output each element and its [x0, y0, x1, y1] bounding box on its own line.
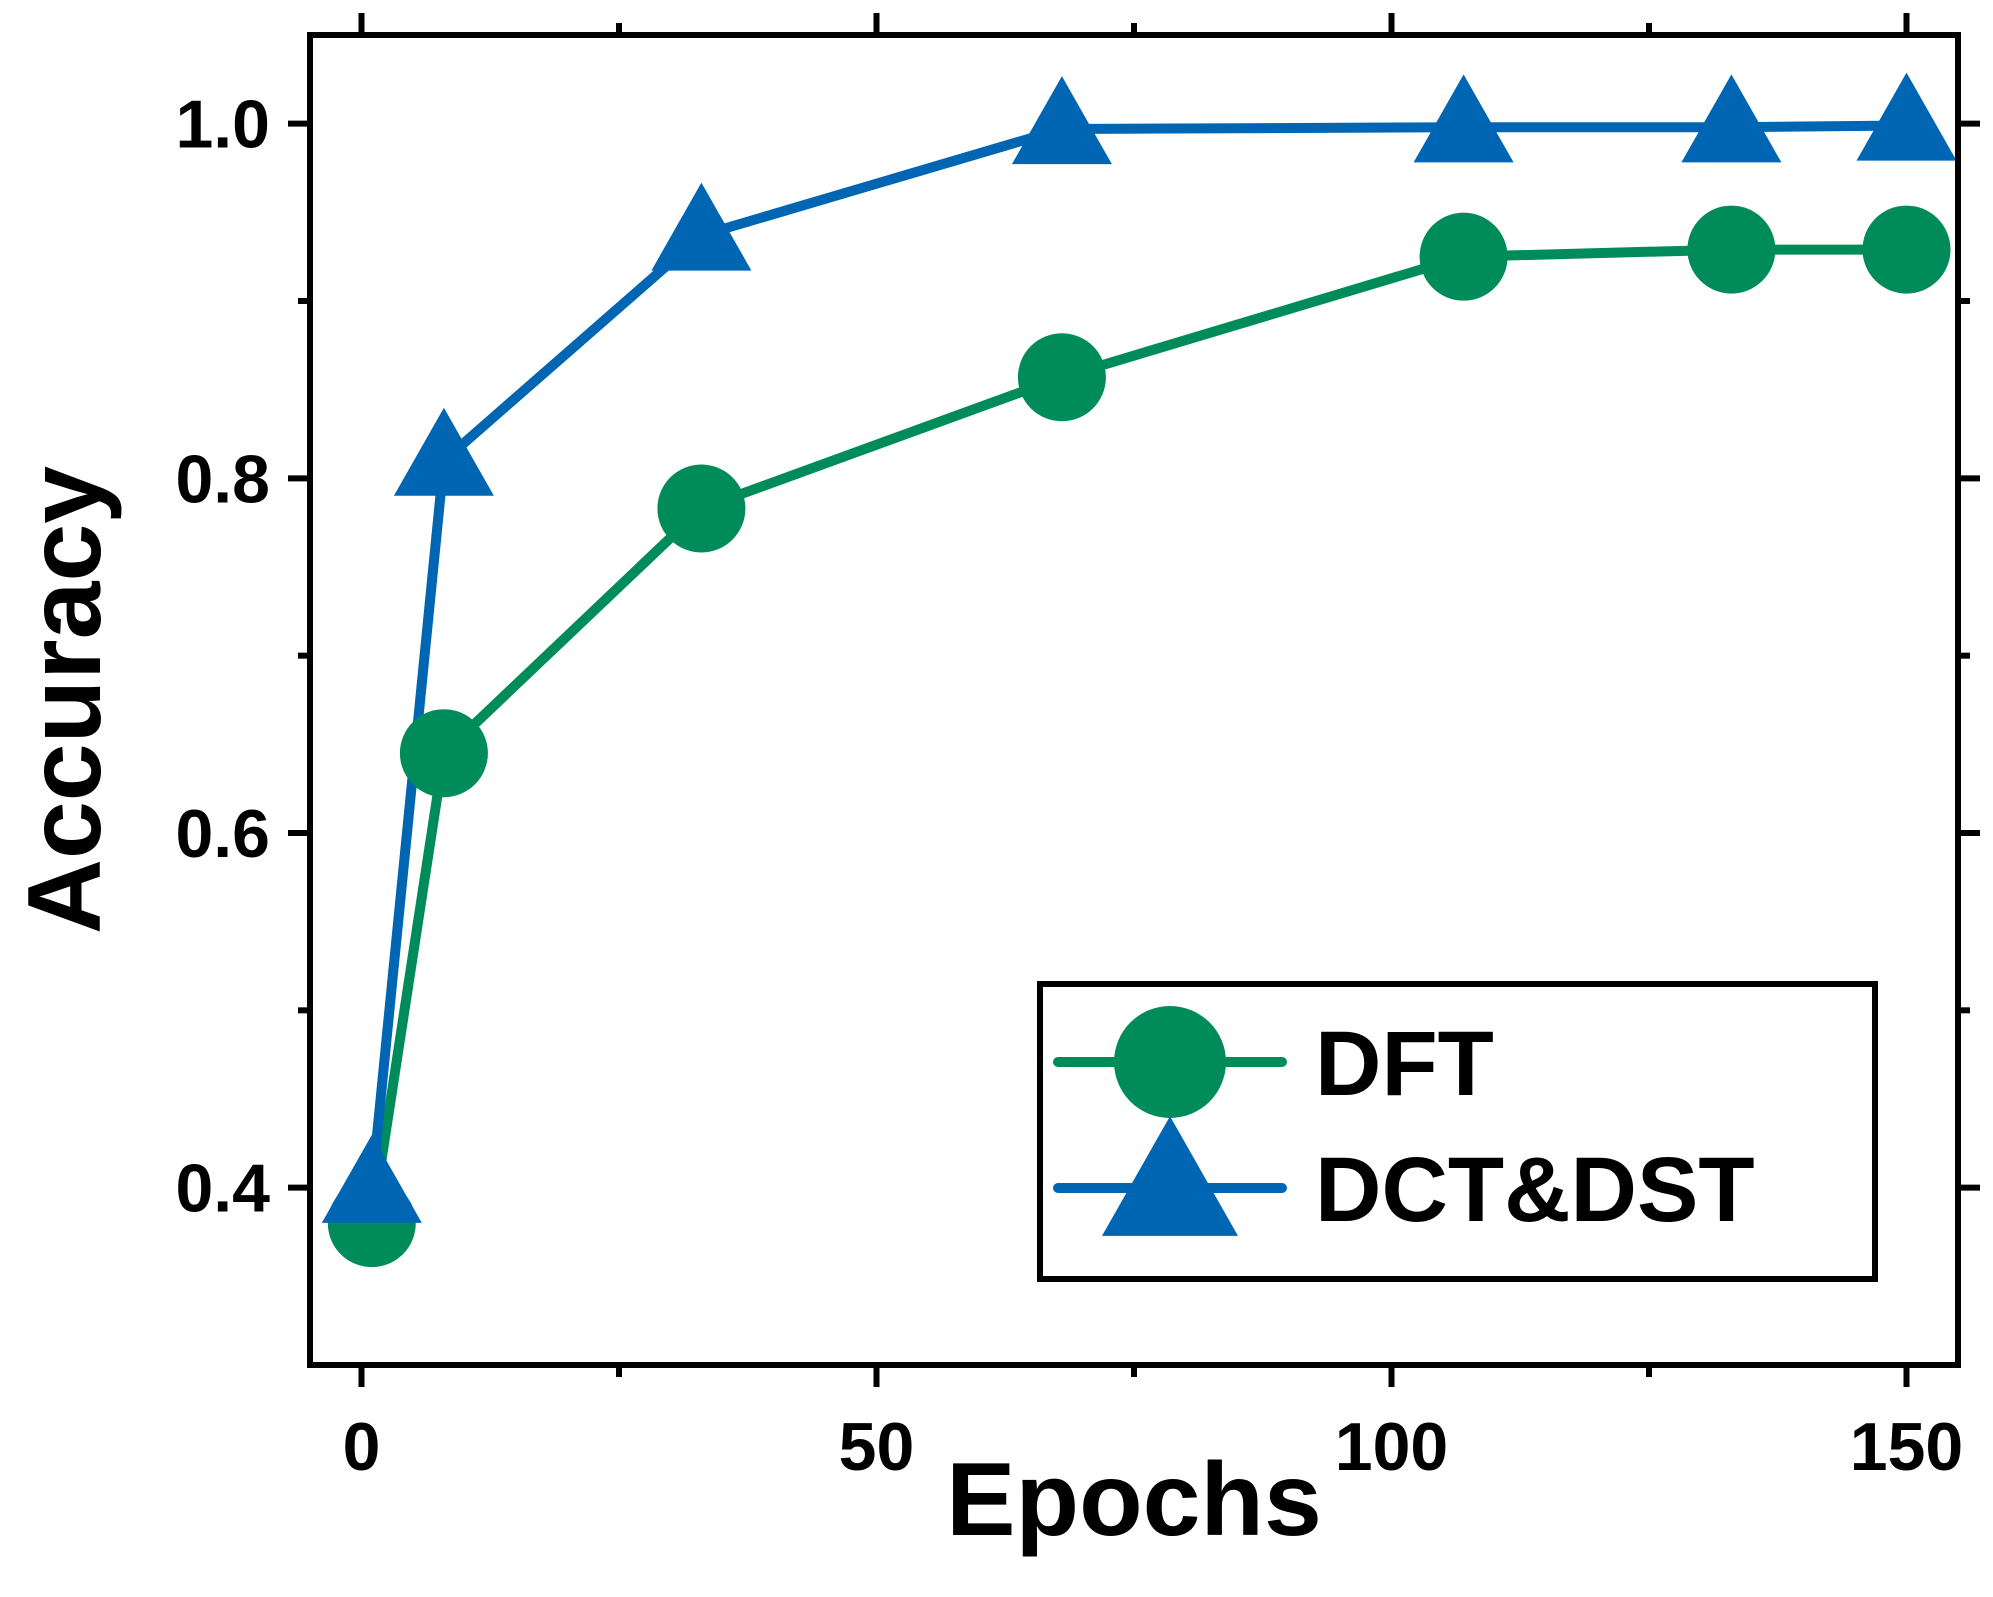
- x-tick-label: 0: [343, 1409, 381, 1485]
- data-point-dct-dst: [321, 1134, 422, 1223]
- series-markers: [321, 72, 1957, 1268]
- x-tick-label: 100: [1335, 1409, 1448, 1485]
- y-tick-label: 0.6: [175, 796, 270, 872]
- data-point-dct-dst: [1011, 76, 1112, 165]
- y-axis-title: Accuracy: [7, 466, 123, 934]
- tick-labels: 0 50 100 150 0.4 0.6 0.8 1.0: [175, 87, 1963, 1485]
- legend-marker-dct-dst: [1102, 1116, 1238, 1236]
- legend-label-dct-dst: DCT&DST: [1315, 1139, 1755, 1241]
- legend-marker-dft: [1114, 1006, 1226, 1118]
- legend-label-dft: DFT: [1315, 1013, 1494, 1115]
- data-point-dft: [657, 464, 746, 553]
- data-point-dct-dst: [1681, 74, 1782, 163]
- data-point-dct-dst: [1413, 74, 1514, 163]
- data-point-dct-dst: [393, 407, 494, 496]
- y-tick-label: 0.8: [175, 441, 270, 517]
- x-tick-label: 50: [839, 1409, 915, 1485]
- legend: DFT DCT&DST: [1037, 981, 1878, 1282]
- data-point-dft: [399, 709, 488, 798]
- x-axis-title: Epochs: [946, 1442, 1322, 1558]
- y-tick-label: 0.4: [175, 1151, 270, 1227]
- x-tick-label: 150: [1850, 1409, 1963, 1485]
- y-tick-label: 1.0: [175, 87, 270, 163]
- data-point-dft: [1687, 205, 1776, 294]
- data-point-dct-dst: [651, 182, 752, 271]
- plot-frame: [307, 32, 1961, 1368]
- data-point-dct-dst: [1856, 72, 1957, 161]
- data-point-dft: [1862, 205, 1951, 294]
- data-point-dft: [1419, 212, 1508, 301]
- data-point-dft: [1017, 333, 1106, 422]
